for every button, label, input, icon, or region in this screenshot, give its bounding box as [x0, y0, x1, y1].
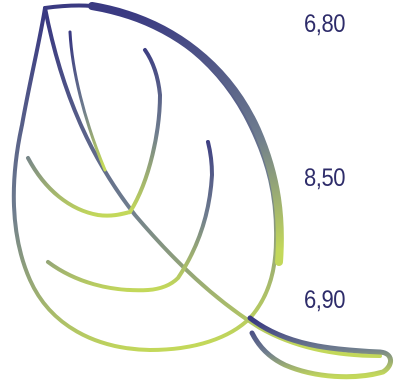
value-label: 6,80 — [304, 10, 346, 38]
value-label: 8,50 — [304, 164, 346, 192]
value-label: 6,90 — [304, 286, 346, 314]
